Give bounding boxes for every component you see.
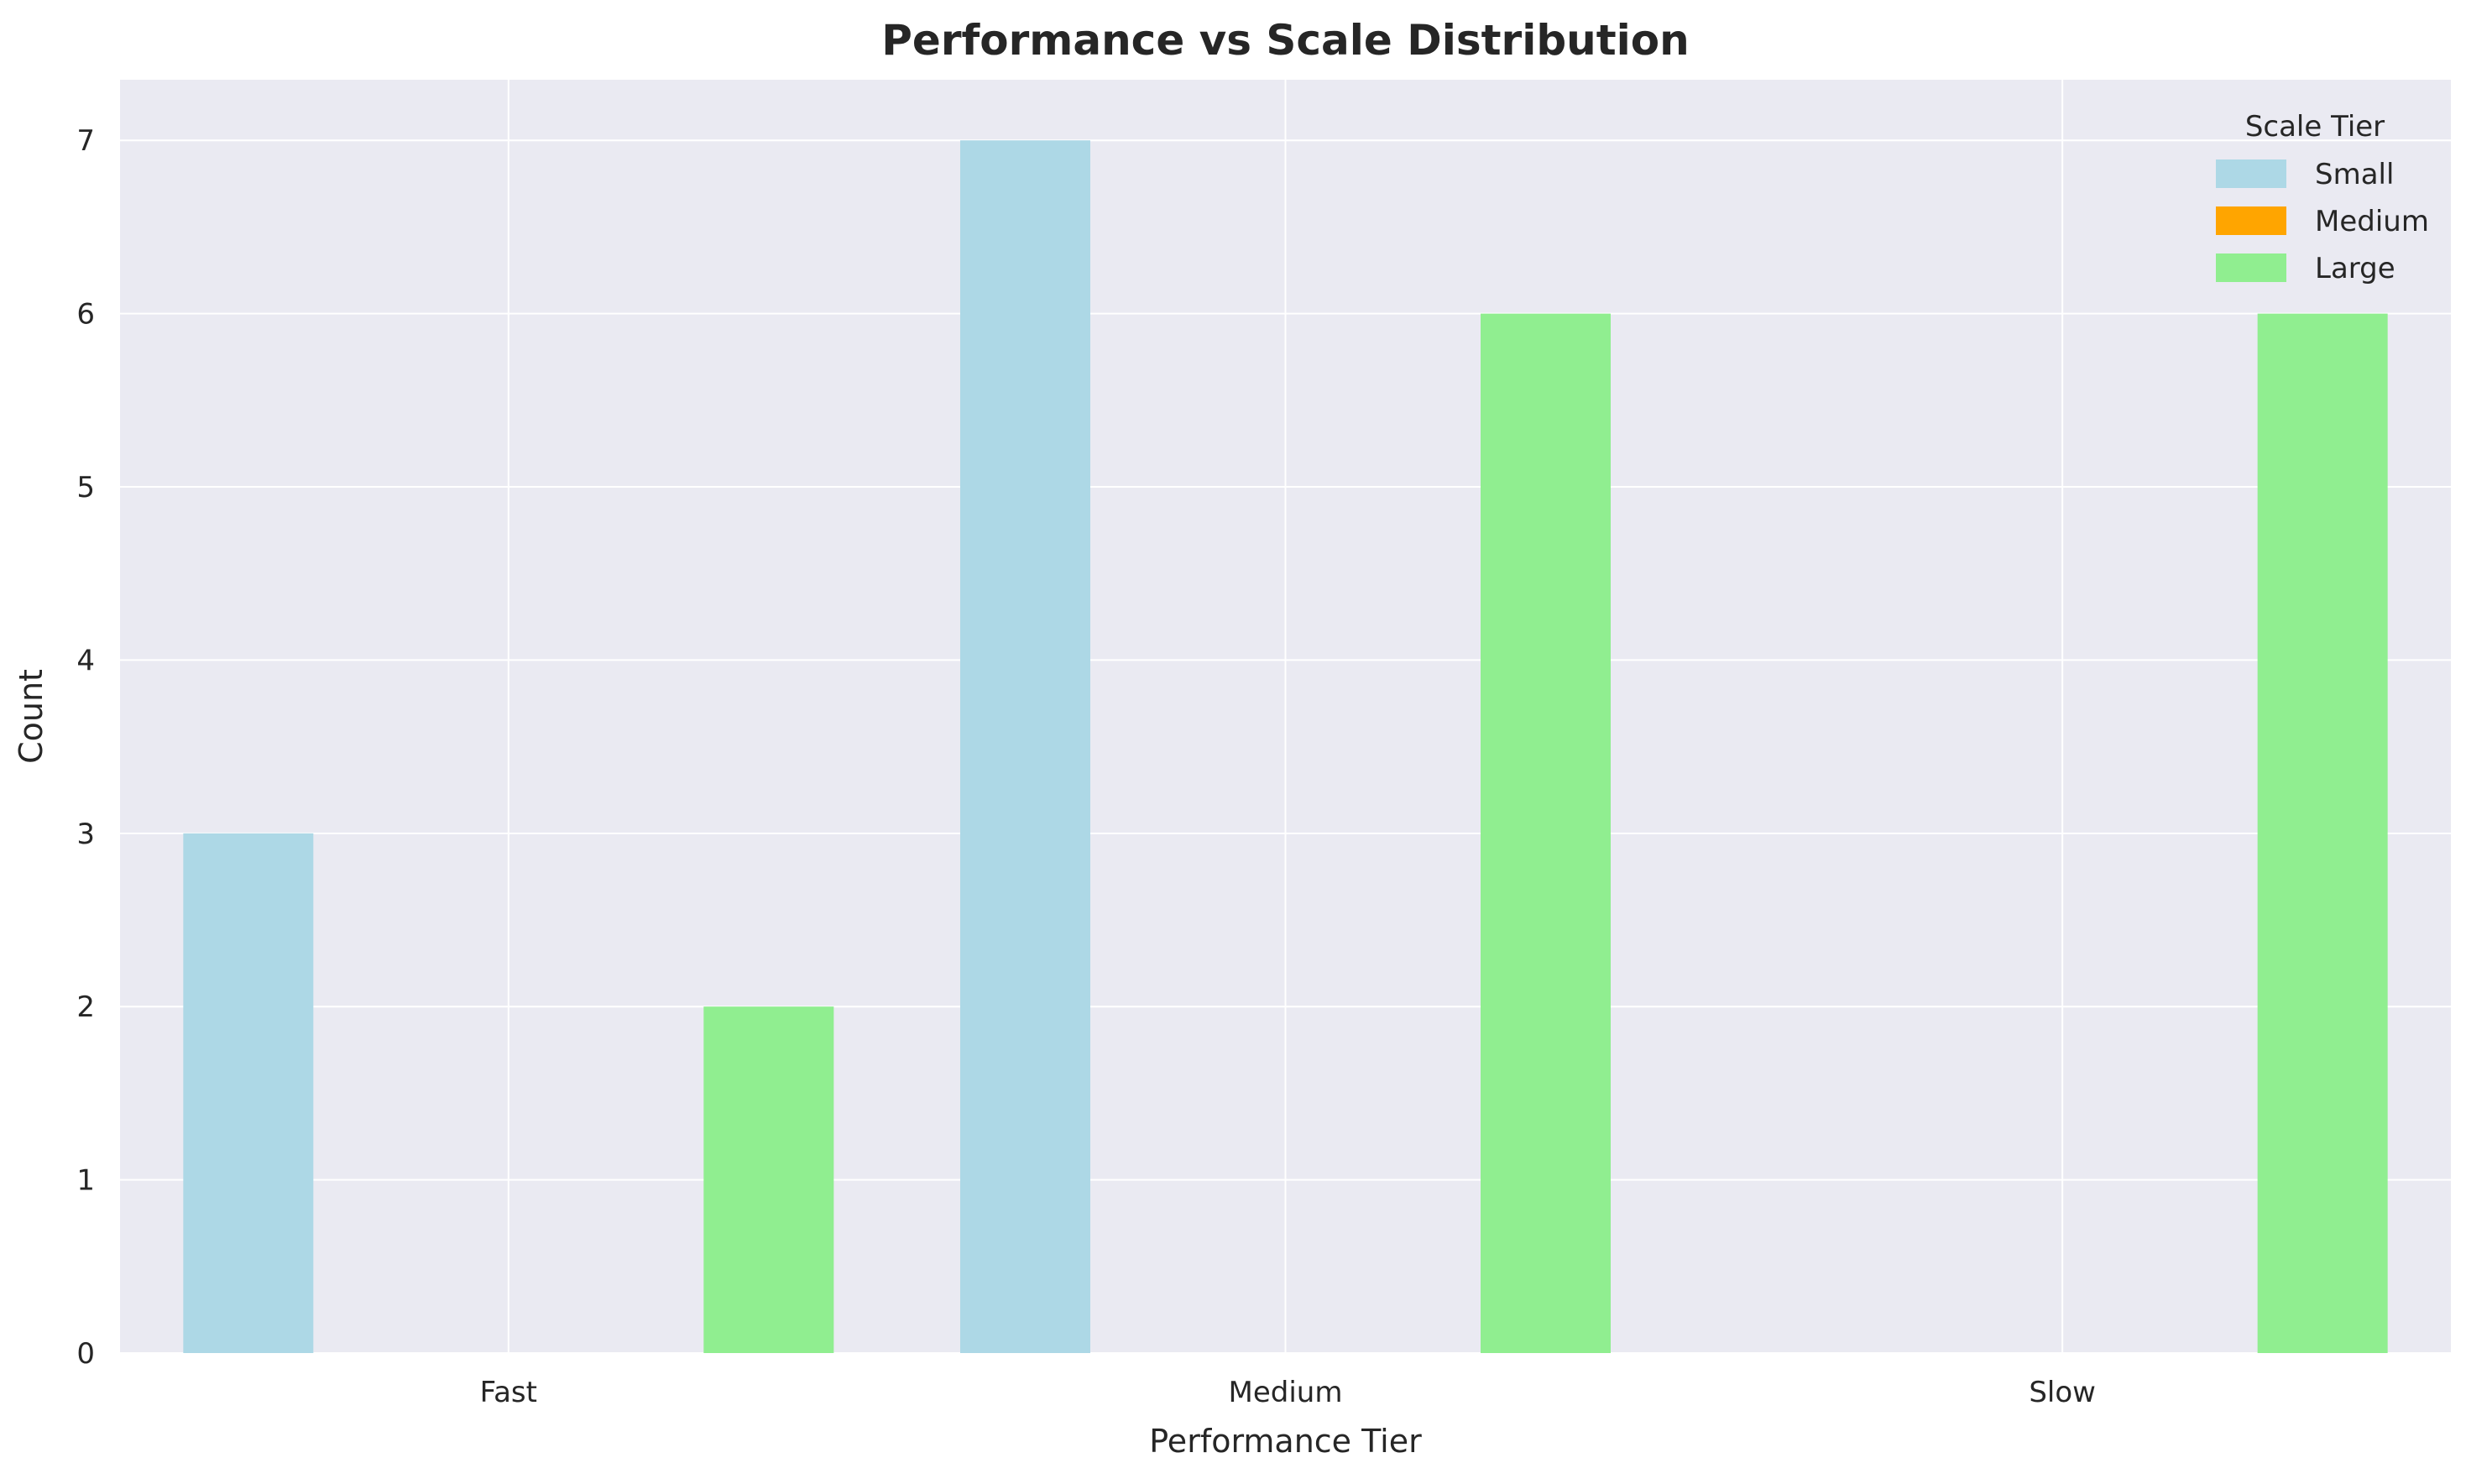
y-tick-label: 1	[76, 1164, 95, 1198]
y-tick-label: 2	[76, 990, 95, 1024]
y-axis-label: Count	[13, 669, 50, 764]
bar-small-medium	[960, 140, 1090, 1354]
x-axis-ticks: Fast Medium Slow	[480, 1376, 2096, 1409]
legend: Scale Tier Small Medium Large	[2216, 110, 2429, 285]
legend-title: Scale Tier	[2245, 110, 2385, 144]
legend-swatch-medium	[2216, 206, 2286, 235]
bar-small-fast	[183, 833, 314, 1353]
gridlines	[120, 80, 2451, 1354]
bar-large-slow	[2257, 313, 2388, 1353]
legend-swatch-large	[2216, 253, 2286, 282]
y-tick-label: 0	[76, 1337, 95, 1371]
bar-large-medium	[1481, 313, 1611, 1353]
y-tick-label: 7	[76, 124, 95, 158]
chart-title: Performance vs Scale Distribution	[881, 16, 1689, 65]
x-axis-label: Performance Tier	[1149, 1423, 1422, 1460]
bar-large-fast	[703, 1006, 834, 1353]
legend-label-large: Large	[2315, 252, 2395, 285]
x-tick-label: Slow	[2029, 1376, 2096, 1409]
y-tick-label: 6	[76, 298, 95, 332]
x-tick-label: Medium	[1229, 1376, 1343, 1409]
x-tick-label: Fast	[480, 1376, 537, 1409]
y-tick-label: 4	[76, 644, 95, 677]
legend-label-small: Small	[2315, 158, 2394, 191]
legend-swatch-small	[2216, 159, 2286, 188]
bars	[183, 140, 2388, 1354]
y-tick-label: 5	[76, 471, 95, 504]
legend-label-medium: Medium	[2315, 205, 2429, 238]
y-tick-label: 3	[76, 818, 95, 851]
y-axis-ticks: 0 1 2 3 4 5 6 7	[76, 124, 95, 1371]
